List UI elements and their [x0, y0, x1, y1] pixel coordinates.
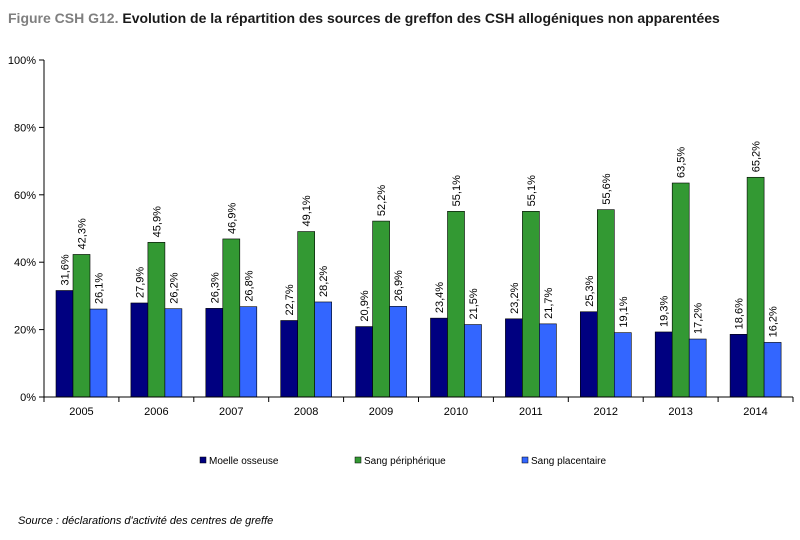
- data-label: 65,2%: [751, 141, 763, 172]
- data-label: 45,9%: [151, 206, 163, 237]
- bar-sang-placentaire: [763, 342, 782, 398]
- legend-label: Sang périphérique: [364, 456, 446, 467]
- y-tick-label: 40%: [14, 257, 36, 269]
- data-label: 55,1%: [451, 175, 463, 206]
- x-tick-label: 2008: [294, 406, 318, 418]
- legend-swatch: [354, 456, 362, 464]
- bar-sang-placentaire: [314, 301, 333, 398]
- figure-title: Evolution de la répartition des sources …: [122, 10, 720, 26]
- data-label: 28,2%: [318, 266, 330, 297]
- legend-label: Moelle osseuse: [209, 456, 279, 467]
- bar-moelle-osseuse: [505, 318, 523, 398]
- bar-sang-placentaire: [613, 332, 632, 398]
- data-label: 17,2%: [693, 303, 705, 334]
- bar-moelle-osseuse: [579, 311, 598, 398]
- bar-sang-placentaire: [164, 308, 183, 398]
- data-label: 49,1%: [301, 195, 313, 226]
- bar-moelle-osseuse: [654, 331, 673, 398]
- data-label: 16,2%: [768, 306, 780, 337]
- bar-sang-placentaire: [89, 308, 108, 398]
- bar-moelle-osseuse: [130, 302, 149, 398]
- data-label: 42,3%: [77, 218, 89, 249]
- figure-number: Figure CSH G12.: [8, 10, 119, 26]
- y-tick-label: 100%: [8, 55, 36, 67]
- bar-sang-périphérique: [447, 211, 465, 398]
- bar-sang-placentaire: [688, 338, 707, 398]
- data-label: 63,5%: [676, 147, 688, 178]
- bar-sang-périphérique: [147, 242, 166, 398]
- bar-moelle-osseuse: [355, 326, 373, 398]
- bar-moelle-osseuse: [55, 290, 74, 398]
- bar-sang-périphérique: [746, 176, 765, 398]
- data-label: 19,1%: [618, 296, 630, 327]
- bar-sang-placentaire: [389, 306, 407, 398]
- data-label: 22,7%: [284, 284, 296, 315]
- data-label: 21,7%: [543, 287, 555, 318]
- bar-sang-périphérique: [222, 238, 241, 398]
- bar-sang-périphérique: [596, 209, 615, 398]
- data-label: 55,1%: [526, 175, 538, 206]
- x-tick-label: 2013: [668, 406, 692, 418]
- bar-sang-placentaire: [539, 323, 557, 398]
- bar-sang-placentaire: [239, 306, 258, 398]
- x-tick-label: 2009: [369, 406, 393, 418]
- data-label: 26,1%: [94, 273, 106, 304]
- bar-sang-placentaire: [464, 324, 482, 398]
- bar-sang-périphérique: [671, 182, 690, 398]
- y-tick-label: 0%: [20, 392, 36, 404]
- data-label: 26,9%: [393, 270, 405, 301]
- x-tick-label: 2006: [144, 406, 168, 418]
- y-tick-label: 60%: [14, 190, 36, 202]
- x-tick-label: 2012: [594, 406, 618, 418]
- data-label: 46,9%: [226, 203, 238, 234]
- data-label: 26,8%: [243, 270, 255, 301]
- x-tick-label: 2011: [519, 406, 543, 418]
- bar-sang-périphérique: [522, 211, 540, 398]
- data-label: 18,6%: [734, 298, 746, 329]
- x-tick-label: 2005: [69, 406, 93, 418]
- data-label: 55,6%: [601, 173, 613, 204]
- bar-moelle-osseuse: [205, 308, 224, 398]
- bar-sang-périphérique: [72, 254, 91, 398]
- data-label: 21,5%: [468, 288, 480, 319]
- data-label: 26,3%: [209, 272, 221, 303]
- data-label: 23,4%: [434, 282, 446, 313]
- bar-moelle-osseuse: [729, 334, 748, 398]
- data-label: 23,2%: [509, 282, 521, 313]
- x-tick-label: 2010: [444, 406, 468, 418]
- bar-sang-périphérique: [372, 220, 390, 398]
- x-tick-label: 2014: [743, 406, 767, 418]
- x-tick-label: 2007: [219, 406, 243, 418]
- data-label: 26,2%: [168, 272, 180, 303]
- data-label: 27,9%: [134, 267, 146, 298]
- bar-moelle-osseuse: [430, 317, 448, 398]
- legend-swatch: [199, 456, 207, 464]
- data-label: 52,2%: [376, 185, 388, 216]
- data-label: 25,3%: [584, 275, 596, 306]
- source-note: Source : déclarations d'activité des cen…: [18, 515, 274, 527]
- legend-swatch: [521, 456, 529, 464]
- y-tick-label: 20%: [14, 325, 36, 337]
- data-label: 20,9%: [359, 290, 371, 321]
- bar-sang-périphérique: [297, 231, 316, 398]
- chart-title: Figure CSH G12. Evolution de la répartit…: [8, 10, 720, 26]
- data-label: 31,6%: [60, 254, 72, 285]
- bar-moelle-osseuse: [280, 320, 299, 398]
- legend-label: Sang placentaire: [531, 456, 606, 467]
- data-label: 19,3%: [659, 296, 671, 327]
- y-tick-label: 80%: [14, 122, 36, 134]
